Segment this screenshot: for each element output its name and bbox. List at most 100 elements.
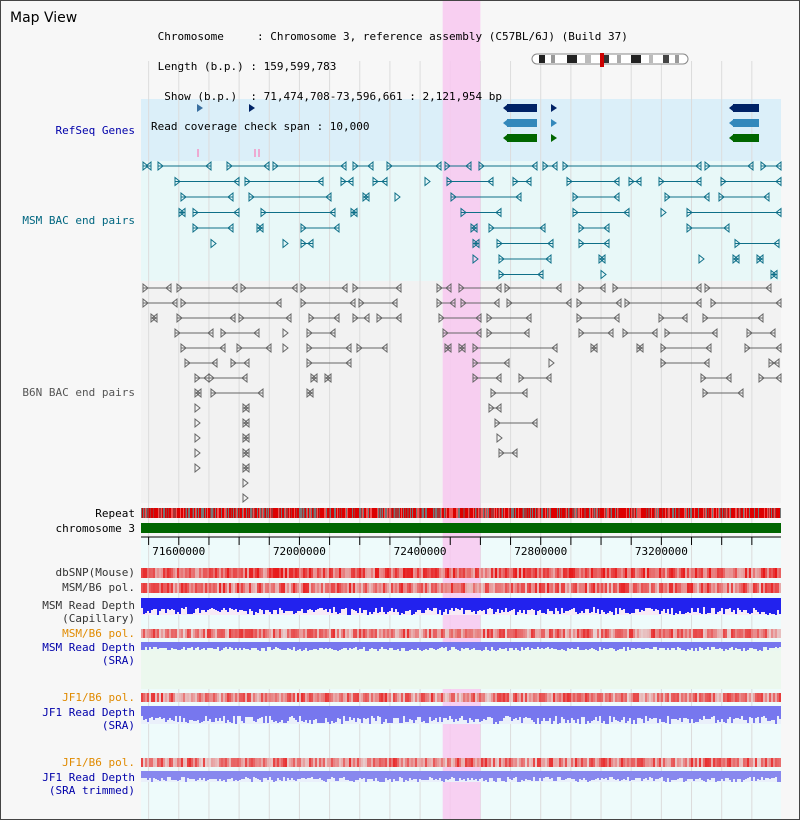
msm-depth-sra-bar — [609, 642, 611, 648]
dbsnp-density-cell — [505, 568, 507, 578]
jf1-depth-trimmed-bar — [225, 771, 227, 782]
msm-depth-sra-bar — [211, 642, 213, 648]
msm-b6-pol-sra-cell — [555, 629, 557, 638]
jf1-b6-pol-cell — [425, 693, 427, 702]
repeat-segment — [486, 508, 487, 518]
msm-depth-capillary-bar — [207, 598, 209, 610]
msm-depth-sra-bar — [617, 642, 619, 650]
msm-bac-track[interactable] — [142, 160, 782, 280]
msm-b6-pol-cell — [665, 583, 667, 593]
msm-depth-capillary-bar — [229, 598, 231, 608]
dbsnp-density-cell — [601, 568, 603, 578]
msm-depth-capillary-bar — [587, 598, 589, 609]
jf1-depth-trimmed-bar — [539, 771, 541, 778]
dbsnp-density-cell — [651, 568, 653, 578]
jf1-depth-sra-bar — [769, 706, 771, 721]
b6n-bac-end — [243, 447, 250, 459]
jf1-depth-sra-bar — [407, 706, 409, 722]
msm-b6-pol-sra-cell — [487, 629, 489, 638]
msm-b6-pol-cell — [179, 583, 181, 593]
polymorphism-heat-tracks[interactable] — [141, 568, 781, 767]
dbsnp-density-cell — [441, 568, 443, 578]
read-depth-tracks[interactable] — [141, 598, 781, 782]
jf1-depth-sra-bar — [633, 706, 635, 720]
jf1-b6-pol-trimmed-cell — [239, 758, 241, 767]
jf1-b6-pol-trimmed-cell — [493, 758, 495, 767]
msm-depth-sra-bar — [495, 642, 497, 651]
msm-b6-pol-cell — [735, 583, 737, 593]
jf1-b6-pol-cell — [191, 693, 193, 702]
repeat-segment — [628, 508, 629, 518]
msm-b6-pol-sra-cell — [731, 629, 733, 638]
repeat-segment — [372, 508, 373, 518]
msm-depth-capillary-bar — [323, 598, 325, 610]
msm-depth-capillary-bar — [755, 598, 757, 610]
jf1-b6-pol-trimmed-cell — [269, 758, 271, 767]
jf1-b6-pol-cell — [309, 693, 311, 702]
repeat-segment — [598, 508, 599, 518]
b6n-bac-track[interactable] — [142, 282, 782, 504]
jf1-b6-pol-trimmed-cell — [459, 758, 461, 767]
jf1-depth-sra-bar — [327, 706, 329, 722]
repeat-segment — [201, 508, 202, 518]
jf1-b6-pol-cell — [445, 693, 447, 702]
msm-b6-pol-sra-cell — [199, 629, 201, 638]
repeat-segment — [504, 508, 505, 518]
msm-depth-sra-bar — [183, 642, 185, 647]
msm-depth-capillary-bar — [259, 598, 261, 609]
msm-depth-capillary-bar — [651, 598, 653, 609]
jf1-b6-pol-trimmed-cell — [721, 758, 723, 767]
jf1-b6-pol-trimmed-cell — [771, 758, 773, 767]
jf1-b6-pol-trimmed-cell — [735, 758, 737, 767]
repeat-segment — [547, 508, 548, 518]
msm-depth-capillary-bar — [291, 598, 293, 611]
repeat-segment — [358, 508, 359, 518]
msm-b6-pol-sra-cell — [389, 629, 391, 638]
msm-depth-capillary-bar — [347, 598, 349, 615]
repeat-track[interactable] — [141, 508, 781, 518]
jf1-depth-trimmed-bar — [757, 771, 759, 779]
repeat-segment — [337, 508, 338, 518]
msm-b6-pol-cell — [747, 583, 749, 593]
b6n-bac-end — [622, 327, 629, 339]
jf1-depth-sra-bar — [201, 706, 203, 722]
msm-depth-sra-bar — [663, 642, 665, 648]
msm-depth-capillary-bar — [673, 598, 675, 615]
repeat-segment — [278, 508, 279, 518]
jf1-depth-trimmed-bar — [673, 771, 675, 780]
jf1-b6-pol-trimmed-cell — [489, 758, 491, 767]
msm-b6-pol-sra-cell — [153, 629, 155, 638]
dbsnp-density-cell — [189, 568, 191, 578]
msm-b6-pol-sra-cell — [599, 629, 601, 638]
msm-b6-pol-cell — [603, 583, 605, 593]
msm-depth-sra-bar — [347, 642, 349, 650]
dbsnp-density-cell — [303, 568, 305, 578]
msm-b6-pol-cell — [615, 583, 617, 593]
jf1-depth-trimmed-bar — [619, 771, 621, 781]
jf1-depth-trimmed-bar — [703, 771, 705, 781]
msm-b6-pol-sra-cell — [583, 629, 585, 638]
repeat-segment — [502, 508, 503, 518]
msm-b6-pol-cell — [737, 583, 739, 593]
jf1-b6-pol-cell — [471, 693, 473, 702]
repeat-segment — [629, 508, 630, 518]
msm-b6-pol-sra-cell — [673, 629, 675, 638]
dbsnp-density-cell — [503, 568, 505, 578]
repeat-segment — [671, 508, 672, 518]
msm-b6-pol-cell — [443, 583, 445, 593]
refseq-genes-track[interactable] — [197, 104, 759, 157]
chromosome-ideogram[interactable] — [531, 53, 691, 67]
dbsnp-density-cell — [271, 568, 273, 578]
jf1-depth-sra-bar — [733, 706, 735, 719]
b6n-bac-end — [775, 297, 782, 309]
jf1-b6-pol-cell — [391, 693, 393, 702]
repeat-segment — [633, 508, 634, 518]
jf1-depth-sra-bar — [205, 706, 207, 716]
jf1-depth-sra-bar — [169, 706, 171, 718]
msm-depth-capillary-bar — [225, 598, 227, 610]
dbsnp-density-cell — [659, 568, 661, 578]
jf1-depth-sra-bar — [751, 706, 753, 718]
msm-b6-pol-sra-cell — [399, 629, 401, 638]
repeat-segment — [460, 508, 461, 518]
msm-depth-sra-bar — [437, 642, 439, 649]
